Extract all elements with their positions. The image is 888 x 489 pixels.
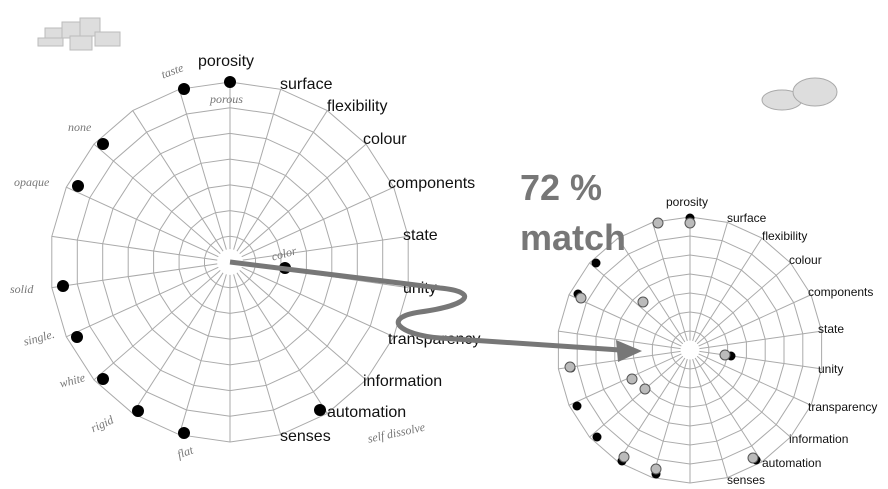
spoke [241, 186, 394, 258]
spoke [233, 89, 282, 250]
spoke [617, 237, 686, 343]
spoke [66, 186, 219, 258]
spoke [236, 272, 328, 414]
axis-label: senses [280, 428, 331, 445]
right-dots-gray [564, 217, 759, 475]
axis-label: colour [789, 253, 822, 267]
axis-label: porosity [198, 53, 254, 70]
axis-label: state [818, 322, 844, 336]
axis-label: flexibility [327, 98, 387, 115]
note: taste [159, 60, 186, 81]
axis-label: automation [762, 456, 821, 470]
sugar-cubes [37, 17, 121, 51]
note: rigid [89, 412, 117, 435]
right-labels: porosity surface flexibility colour comp… [666, 195, 877, 487]
spoke [66, 266, 219, 338]
left-radar-grid [51, 81, 409, 443]
spoke [132, 110, 224, 252]
axis-label: information [363, 373, 442, 390]
spoke [239, 143, 367, 254]
spoke [558, 330, 681, 350]
spoke [239, 270, 367, 381]
spoke [589, 355, 684, 438]
spoke [568, 294, 682, 347]
spoke [652, 358, 688, 478]
left-labels: porosity surface flexibility colour comp… [198, 53, 481, 445]
axis-label: flexibility [762, 229, 807, 243]
axis-label: components [388, 175, 475, 192]
axis-label: senses [727, 473, 765, 487]
right-radar-grid [557, 216, 823, 484]
spoke [692, 358, 728, 478]
spoke [699, 350, 822, 370]
note: porous [209, 92, 243, 106]
arrow [229, 259, 621, 353]
spoke [699, 330, 822, 350]
spoke [696, 355, 791, 438]
spoke [132, 272, 224, 414]
axis-label: colour [363, 131, 407, 148]
note: white [58, 370, 87, 390]
spoke [241, 266, 394, 338]
match-word: match [520, 217, 626, 258]
spoke [93, 143, 221, 254]
axis-label: automation [327, 404, 406, 421]
tablets [761, 77, 838, 111]
match-percent: 72 % [520, 167, 602, 208]
axis-label: unity [818, 362, 843, 376]
spoke [698, 294, 812, 347]
spoke [51, 235, 218, 261]
spoke [694, 237, 763, 343]
note: flat [175, 443, 195, 462]
spoke [236, 110, 328, 252]
axis-label: porosity [666, 195, 708, 209]
spoke [51, 263, 218, 289]
spoke [698, 353, 812, 406]
spoke [589, 262, 684, 345]
left-notes: taste porous none opaque solid single. w… [10, 60, 427, 461]
note: self dissolve [366, 420, 427, 446]
axis-label: transparency [808, 400, 877, 414]
axis-label: surface [280, 76, 333, 93]
spoke [242, 235, 409, 261]
axis-label: information [789, 432, 848, 446]
left-dots [57, 76, 326, 439]
axis-label: surface [727, 211, 767, 225]
note: solid [10, 282, 34, 296]
spoke [178, 274, 227, 435]
spoke [617, 357, 686, 463]
spoke [233, 274, 282, 435]
note: color [270, 243, 298, 263]
axis-label: components [808, 285, 873, 299]
spoke [694, 357, 763, 463]
note: opaque [14, 175, 50, 189]
arrow-head [616, 340, 642, 362]
note: single. [22, 327, 56, 349]
spoke [696, 262, 791, 345]
note: none [68, 120, 92, 134]
spoke [692, 222, 728, 342]
spoke [652, 222, 688, 342]
spoke [178, 89, 227, 250]
spoke [568, 353, 682, 406]
axis-label: state [403, 227, 438, 244]
spoke [93, 270, 221, 381]
